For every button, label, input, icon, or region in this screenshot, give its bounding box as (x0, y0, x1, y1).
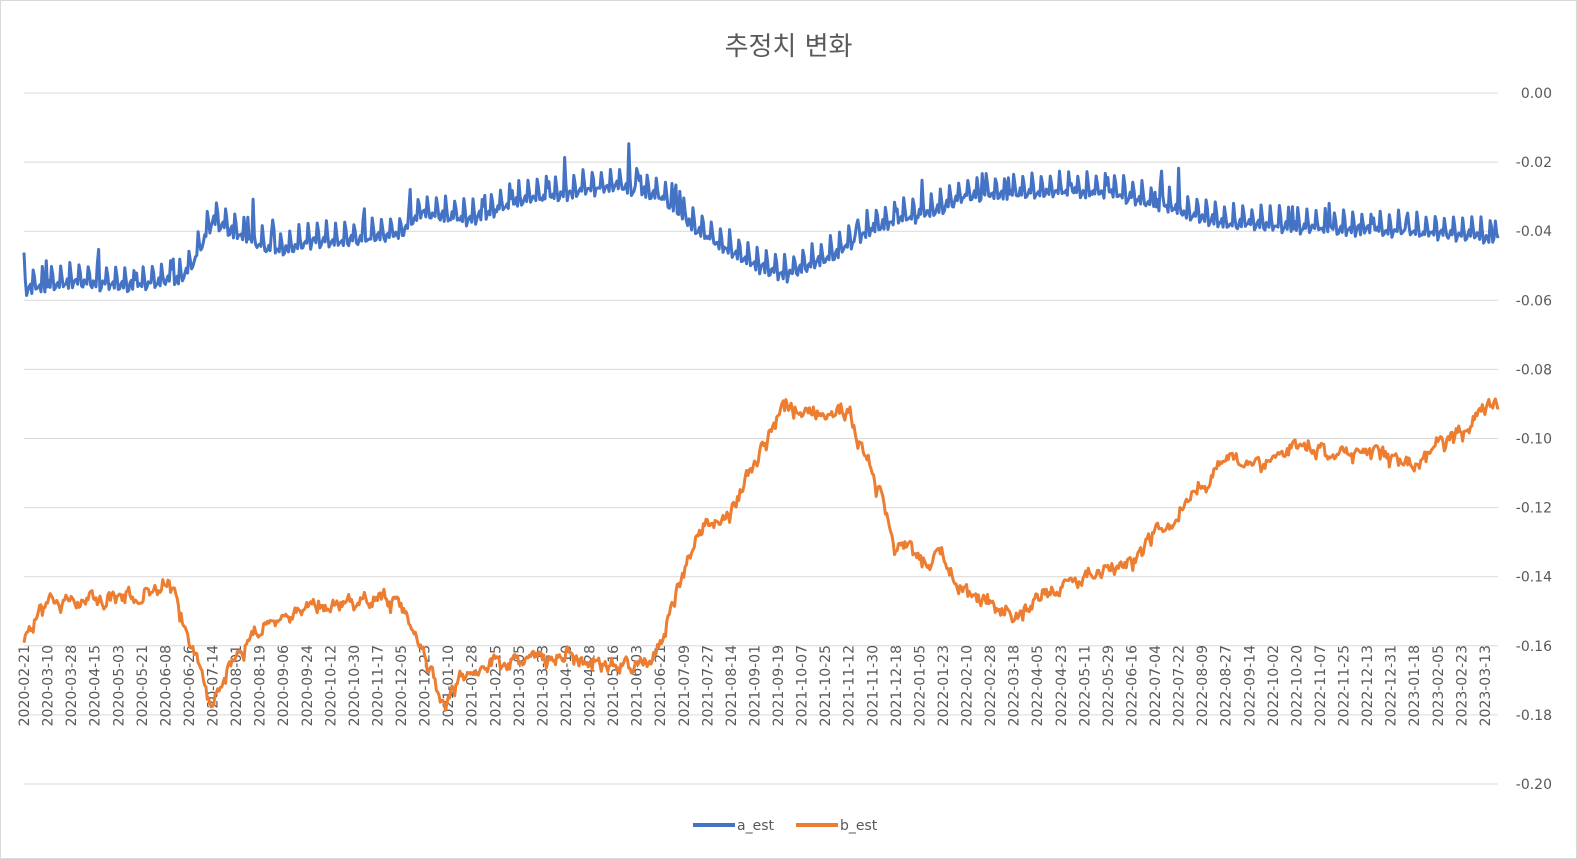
x-tick-label: 2023-03-13 (1478, 645, 1494, 726)
y-tick-label: -0.10 (1516, 432, 1552, 448)
x-tick-label: 2021-06-21 (653, 645, 669, 726)
x-tick-label: 2022-12-13 (1360, 645, 1376, 726)
x-tick-label: 2020-12-23 (418, 645, 434, 726)
x-tick-label: 2020-12-05 (394, 645, 410, 726)
x-tick-label: 2023-02-05 (1431, 645, 1447, 726)
y-tick-label: -0.12 (1516, 501, 1552, 517)
x-tick-label: 2022-06-16 (1124, 645, 1140, 726)
legend: a_est b_est (693, 818, 878, 834)
x-tick-label: 2020-05-21 (135, 645, 151, 726)
x-tick-label: 2023-02-23 (1454, 645, 1470, 726)
x-tick-label: 2021-10-07 (795, 645, 811, 726)
x-tick-label: 2022-05-11 (1077, 645, 1093, 726)
x-tick-label: 2021-06-03 (630, 645, 646, 726)
x-tick-label: 2021-11-12 (842, 645, 858, 726)
x-tick-label: 2020-10-30 (347, 645, 363, 726)
y-tick-label: -0.02 (1516, 155, 1552, 171)
x-tick-label: 2021-08-14 (724, 645, 740, 726)
legend-b-label: b_est (840, 818, 878, 834)
x-tick-label: 2020-08-01 (229, 645, 245, 726)
x-tick-label: 2021-04-10 (559, 645, 575, 726)
y-tick-label: -0.18 (1516, 708, 1552, 724)
x-tick-label: 2020-03-10 (41, 645, 57, 726)
x-tick-label: 2022-12-31 (1384, 645, 1400, 726)
x-tick-label: 2022-07-22 (1172, 645, 1188, 726)
x-tick-label: 2023-01-18 (1407, 645, 1423, 726)
x-tick-label: 2022-10-02 (1266, 645, 1282, 726)
x-tick-label: 2022-03-18 (1007, 645, 1023, 726)
y-tick-label: -0.06 (1516, 293, 1552, 309)
x-tick-label: 2021-09-01 (747, 645, 763, 726)
x-tick-label: 2021-11-30 (865, 645, 881, 726)
x-tick-label: 2021-04-28 (583, 645, 599, 726)
x-tick-label: 2022-04-23 (1054, 645, 1070, 726)
x-tick-label: 2020-06-26 (182, 645, 198, 726)
x-tick-label: 2020-09-06 (276, 645, 292, 726)
series-line-a_est (22, 142, 1500, 298)
y-axis-ticks: 0.00 -0.02 -0.04 -0.06 -0.08 -0.10 -0.12 -0.14 -… (1516, 86, 1552, 793)
y-tick-label: -0.04 (1516, 224, 1552, 240)
x-tick-label: 2020-06-08 (158, 645, 174, 726)
x-tick-label: 2022-07-04 (1148, 645, 1164, 726)
x-tick-label: 2020-02-21 (17, 645, 33, 726)
y-tick-label: -0.16 (1516, 639, 1552, 655)
x-tick-label: 2021-07-09 (677, 645, 693, 726)
x-tick-label: 2020-10-12 (323, 645, 339, 726)
x-tick-label: 2020-11-17 (370, 645, 386, 726)
x-tick-label: 2021-05-16 (606, 645, 622, 726)
y-tick-label: 0.00 (1521, 86, 1552, 102)
x-tick-label: 2021-12-18 (889, 645, 905, 726)
x-tick-label: 2022-08-27 (1219, 645, 1235, 726)
y-tick-label: -0.20 (1516, 777, 1552, 793)
x-tick-label: 2020-09-24 (300, 645, 316, 726)
x-tick-label: 2022-05-29 (1101, 645, 1117, 726)
x-tick-label: 2022-04-05 (1030, 645, 1046, 726)
x-tick-label: 2022-11-07 (1313, 645, 1329, 726)
y-tick-label: -0.08 (1516, 362, 1552, 378)
x-axis-ticks: 2020-02-21 2020-03-10 2020-03-28 2020-04-15… (17, 645, 1494, 726)
x-tick-label: 2022-01-05 (912, 645, 928, 726)
x-tick-label: 2020-07-14 (206, 645, 222, 726)
x-tick-label: 2020-08-19 (253, 645, 269, 726)
x-tick-label: 2020-04-15 (88, 645, 104, 726)
x-tick-label: 2021-09-19 (771, 645, 787, 726)
gridlines (24, 92, 1498, 785)
chart-title: 추정치 변화 (724, 32, 853, 62)
x-tick-label: 2022-09-14 (1242, 645, 1258, 726)
x-tick-label: 2022-10-20 (1289, 645, 1305, 726)
x-tick-label: 2022-08-09 (1195, 645, 1211, 726)
x-tick-label: 2022-02-10 (960, 645, 976, 726)
x-tick-label: 2022-01-23 (936, 645, 952, 726)
x-tick-label: 2020-03-28 (64, 645, 80, 726)
y-tick-label: -0.14 (1516, 570, 1552, 586)
x-tick-label: 2021-01-28 (465, 645, 481, 726)
series-line-b_est (22, 397, 1500, 712)
series-lines (22, 142, 1500, 712)
x-tick-label: 2022-11-25 (1337, 645, 1353, 726)
x-tick-label: 2022-02-28 (983, 645, 999, 726)
x-tick-label: 2021-10-25 (818, 645, 834, 726)
x-tick-label: 2021-07-27 (700, 645, 716, 726)
legend-a-label: a_est (737, 818, 774, 834)
x-tick-label: 2020-05-03 (111, 645, 127, 726)
